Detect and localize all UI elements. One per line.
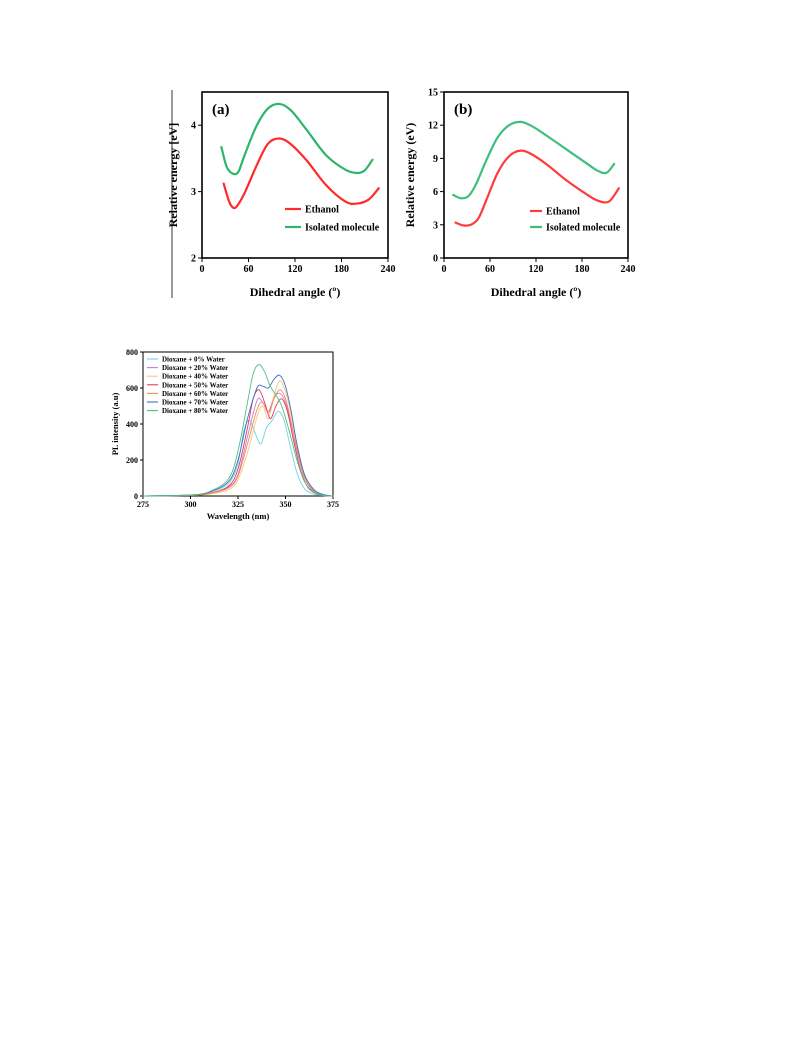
- chart-b: 0 60 120 180 240 0 3 6 9 12 15 Dihedral angle (º) Re…: [403, 88, 636, 300]
- legend-label: Dioxane + 40% Water: [162, 373, 228, 381]
- x-tick-label: 240: [621, 264, 636, 275]
- series-line: [454, 149, 620, 227]
- y-tick-label: 15: [428, 88, 438, 99]
- legend-label: Ethanol: [305, 205, 339, 216]
- y-axis-label: Relative energy (eV): [403, 123, 417, 228]
- chart-a: 0 60 120 180 240 2 3 4 Dihedral angle (º) Relativ…: [166, 91, 396, 299]
- x-tick-label: 120: [529, 264, 544, 275]
- y-tick-label: 4: [191, 121, 196, 132]
- x-tick-label: 0: [442, 264, 447, 275]
- series-line: [142, 389, 334, 497]
- legend-label: Dioxane + 70% Water: [162, 398, 228, 406]
- legend-label: Dioxane + 0% Water: [162, 355, 225, 363]
- legend-label: Dioxane + 80% Water: [162, 407, 228, 415]
- panel-label: (a): [212, 102, 230, 118]
- legend-label: Isolated molecule: [546, 223, 621, 234]
- y-tick-label: 6: [433, 187, 438, 198]
- y-tick-label: 400: [126, 420, 138, 429]
- legend-label: Ethanol: [546, 207, 580, 218]
- legend-label: Dioxane + 60% Water: [162, 390, 228, 398]
- y-tick-label: 0: [433, 254, 438, 265]
- y-tick-label: 3: [433, 220, 438, 231]
- x-axis-label: Dihedral angle (º): [491, 285, 582, 299]
- series-line: [142, 389, 334, 497]
- x-tick-label: 350: [280, 500, 292, 509]
- y-tick-label: 9: [433, 154, 438, 165]
- legend-label: Dioxane + 50% Water: [162, 381, 228, 389]
- y-axis-label: Relative energy [eV]: [166, 123, 180, 228]
- y-axis-label: PL intensity (a.u): [110, 393, 120, 456]
- x-tick-label: 180: [334, 264, 349, 275]
- legend-label: Dioxane + 20% Water: [162, 364, 228, 372]
- y-tick-label: 0: [134, 492, 138, 501]
- x-tick-label: 325: [232, 500, 244, 509]
- y-tick-label: 600: [126, 384, 138, 393]
- y-tick-label: 200: [126, 456, 138, 465]
- series-line: [142, 374, 334, 497]
- x-tick-label: 60: [244, 264, 254, 275]
- x-tick-label: 300: [185, 500, 197, 509]
- series-line: [452, 120, 616, 200]
- x-tick-label: 60: [485, 264, 495, 275]
- y-tick-label: 3: [191, 187, 196, 198]
- panel-label: (b): [454, 102, 472, 118]
- series-line: [220, 102, 374, 176]
- x-tick-label: 120: [288, 264, 303, 275]
- x-tick-label: 375: [327, 500, 339, 509]
- legend-label: Isolated molecule: [305, 223, 380, 234]
- x-tick-label: 0: [200, 264, 205, 275]
- series-line: [222, 137, 380, 210]
- x-axis-label: Dihedral angle (º): [250, 285, 341, 299]
- chart-c: 275 300 325 350 375 0 200 400 600 800 Wavelength (…: [110, 348, 339, 521]
- x-tick-label: 240: [381, 264, 396, 275]
- x-axis-label: Wavelength (nm): [207, 511, 270, 521]
- series-line: [142, 364, 334, 497]
- y-tick-label: 12: [428, 121, 438, 132]
- x-tick-label: 275: [137, 500, 149, 509]
- y-tick-label: 2: [191, 254, 196, 265]
- x-tick-label: 180: [575, 264, 590, 275]
- y-tick-label: 800: [126, 348, 138, 357]
- series-line: [142, 410, 334, 497]
